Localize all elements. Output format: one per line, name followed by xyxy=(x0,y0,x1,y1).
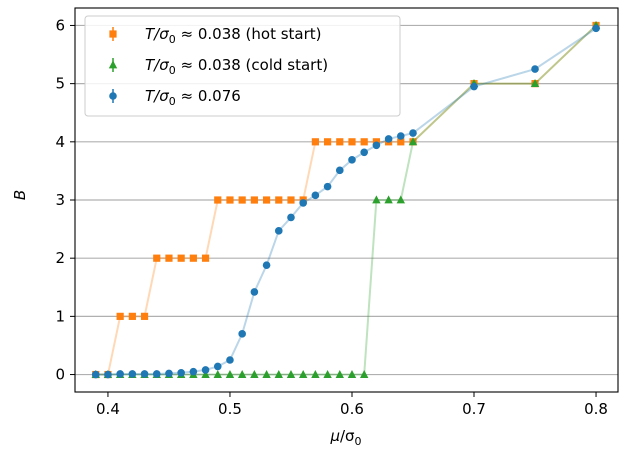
data-point xyxy=(335,166,344,175)
x-tick-label: 0.4 xyxy=(96,400,120,418)
data-point xyxy=(323,369,332,378)
data-point xyxy=(384,195,393,204)
data-point xyxy=(201,369,210,378)
data-point xyxy=(226,356,234,364)
data-point xyxy=(397,132,405,140)
legend: T/σ0 ≈ 0.038 (hot start) T/σ0 ≈ 0.038 (co… xyxy=(84,15,401,117)
data-point xyxy=(213,362,222,371)
data-point xyxy=(250,196,258,204)
legend-item: T/σ0 ≈ 0.038 (hot start) xyxy=(109,25,322,46)
data-point xyxy=(153,254,161,262)
y-tick-label: 1 xyxy=(55,307,65,325)
data-point xyxy=(530,79,540,88)
data-point xyxy=(397,138,405,146)
data-point xyxy=(299,199,307,207)
data-point xyxy=(165,254,173,262)
data-point xyxy=(311,369,320,378)
data-point xyxy=(384,135,393,143)
data-point xyxy=(470,82,478,91)
data-point xyxy=(189,254,197,262)
data-point xyxy=(177,369,185,377)
x-axis-label: μ/σ0 xyxy=(329,427,361,448)
data-point xyxy=(91,370,100,379)
data-point xyxy=(214,196,222,204)
y-tick-label: 6 xyxy=(55,16,65,34)
data-point xyxy=(201,366,210,374)
data-point xyxy=(116,370,124,378)
data-point xyxy=(152,370,161,378)
x-tick-label: 0.6 xyxy=(340,400,364,418)
data-point xyxy=(226,196,234,204)
data-point xyxy=(323,182,332,191)
legend-box xyxy=(84,15,401,117)
data-point xyxy=(250,288,259,296)
series-3 xyxy=(91,24,600,379)
data-point xyxy=(372,141,381,150)
data-point xyxy=(140,312,149,320)
legend-label: T/σ0 ≈ 0.076 xyxy=(145,87,241,108)
legend-marker xyxy=(109,92,117,100)
data-point xyxy=(287,213,295,222)
data-point xyxy=(238,196,246,204)
data-point xyxy=(372,195,381,204)
data-point xyxy=(128,312,136,320)
legend-marker xyxy=(108,60,118,69)
data-point xyxy=(311,138,319,146)
data-point xyxy=(359,369,369,378)
x-tick-label: 0.8 xyxy=(584,400,608,418)
data-point xyxy=(189,367,198,376)
data-point xyxy=(335,369,344,378)
y-tick-label: 5 xyxy=(55,75,65,93)
data-point xyxy=(116,312,124,320)
axes: 0.4 0.5 0.6 0.7 0.8 0 1 2 3 4 5 6 xyxy=(55,7,619,418)
data-point xyxy=(360,138,368,146)
y-tick-label: 4 xyxy=(55,133,65,151)
y-axis-label: B xyxy=(11,190,29,200)
data-point xyxy=(348,138,356,146)
data-point xyxy=(213,369,222,378)
data-point xyxy=(250,369,259,378)
data-point xyxy=(275,196,283,204)
data-point xyxy=(128,370,137,378)
data-point xyxy=(592,24,600,33)
data-point xyxy=(531,65,539,73)
series-layer xyxy=(91,20,601,379)
data-point xyxy=(348,156,356,164)
y-tick-label: 3 xyxy=(55,191,65,209)
data-point xyxy=(201,254,210,262)
data-point xyxy=(360,148,368,157)
legend-label: T/σ0 ≈ 0.038 (cold start) xyxy=(145,56,328,77)
data-point xyxy=(347,369,357,378)
x-tick-label: 0.7 xyxy=(462,400,486,418)
legend-item: T/σ0 ≈ 0.076 xyxy=(109,87,241,108)
legend-marker xyxy=(109,30,117,38)
data-point xyxy=(408,137,418,146)
data-point xyxy=(287,196,295,204)
y-tick-label: 0 xyxy=(55,366,65,384)
data-point xyxy=(140,370,149,378)
data-point xyxy=(323,138,332,146)
data-point xyxy=(274,369,283,378)
data-point xyxy=(336,138,344,146)
data-point xyxy=(262,261,271,269)
legend-label: T/σ0 ≈ 0.038 (hot start) xyxy=(145,25,322,46)
data-point xyxy=(298,369,308,378)
data-point xyxy=(225,369,235,378)
data-point xyxy=(396,195,405,204)
data-point xyxy=(177,254,185,262)
data-point xyxy=(286,369,296,378)
data-point xyxy=(409,129,417,137)
data-point xyxy=(262,369,271,378)
data-point xyxy=(262,196,271,204)
x-tick-label: 0.5 xyxy=(218,400,242,418)
legend-item: T/σ0 ≈ 0.038 (cold start) xyxy=(108,56,328,77)
data-point xyxy=(165,369,173,378)
data-point xyxy=(274,227,283,235)
data-point xyxy=(104,370,112,379)
data-point xyxy=(237,369,247,378)
y-tick-label: 2 xyxy=(55,249,65,267)
data-point xyxy=(238,330,246,338)
data-point xyxy=(311,191,320,200)
